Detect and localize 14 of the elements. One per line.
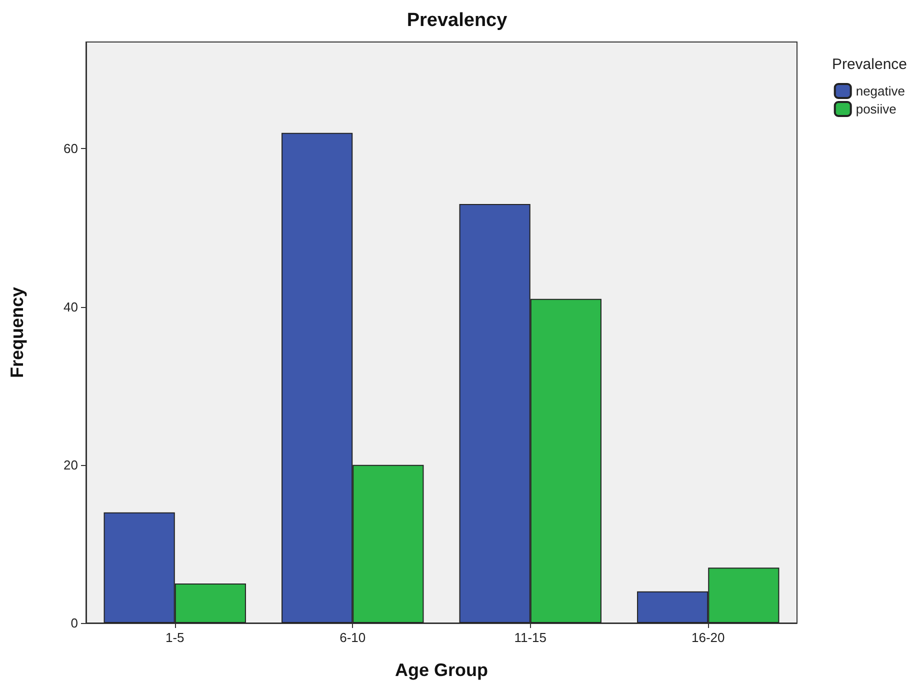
y-tick-label: 60 bbox=[64, 141, 78, 156]
legend-label: negative bbox=[856, 84, 906, 98]
x-tick-label: 11-15 bbox=[514, 630, 547, 645]
x-tick-label: 6-10 bbox=[340, 630, 366, 645]
legend-title: Prevalence bbox=[832, 56, 908, 73]
chart-title: Prevalency bbox=[406, 10, 508, 31]
legend-label: posiive bbox=[856, 102, 896, 116]
x-axis-title: Age Group bbox=[395, 660, 488, 680]
x-tick-label: 1-5 bbox=[165, 630, 184, 645]
y-axis-title: Frequency bbox=[7, 286, 27, 378]
y-tick-label: 40 bbox=[64, 299, 78, 314]
y-tick-label: 0 bbox=[70, 616, 78, 630]
x-tick-label: 16-20 bbox=[692, 630, 725, 645]
y-tick-label: 20 bbox=[64, 457, 78, 472]
